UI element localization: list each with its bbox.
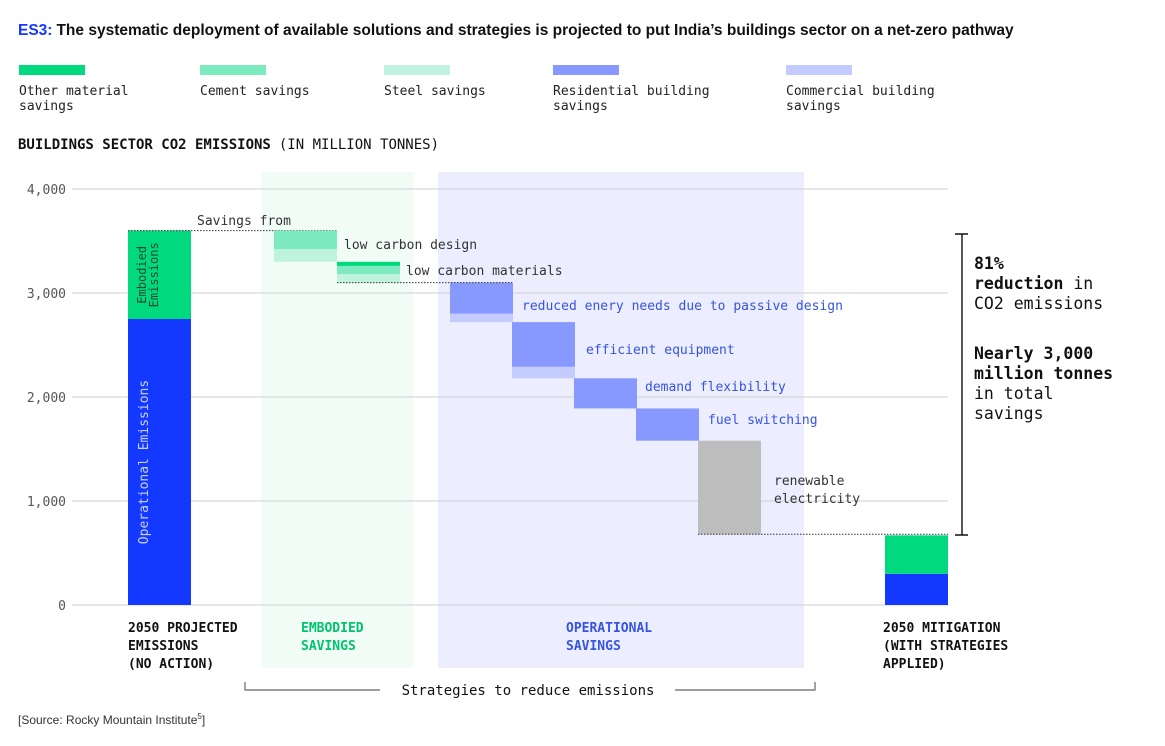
annotation-line: reduction in [974,274,1093,293]
strategies-label: Strategies to reduce emissions [402,683,655,699]
chart-title-unit: (IN MILLION TONNES) [279,137,439,153]
y-tick-label: 3,000 [27,287,66,302]
waterfall-step: renewable electricity [698,440,860,535]
waterfall-step: demand flexibility [574,378,786,409]
y-tick-label: 0 [58,599,66,614]
legend-label: Residential building [553,84,710,99]
waterfall-segment [512,322,575,367]
annotation-line: million tonnes [974,364,1113,383]
legend-label: Commercial building [786,84,935,99]
legend-swatch [553,65,619,75]
reduction-bracket [955,233,968,536]
strategies-bracket [244,682,816,691]
y-tick-label: 2,000 [27,391,66,406]
end-bar-segment [885,535,948,574]
x-axis-label: EMISSIONS [128,639,199,654]
x-axis-label: (WITH STRATEGIES [883,639,1008,654]
x-axis-label: SAVINGS [566,639,621,654]
end-bar-segment [885,573,948,605]
legend-swatch [786,65,852,75]
step-label: reduced enery needs due to passive desig… [522,299,843,314]
step-label: demand flexibility [645,380,786,395]
waterfall-segment [274,230,337,250]
x-axis-label: 2050 PROJECTED [128,621,238,636]
y-tick-label: 1,000 [27,495,66,510]
x-axis-label: 2050 MITIGATION [883,621,1001,636]
step-label: low carbon design [344,238,477,253]
annotation-line: Nearly 3,000 [974,344,1093,363]
step-label: electricity [774,492,860,507]
step-label: fuel switching [708,413,818,428]
x-axis-label: EMBODIED [301,621,364,636]
waterfall-step: fuel switching [636,408,818,441]
annotation-line: savings [974,404,1044,423]
annotation-text: CO2 emissions [974,294,1103,313]
title-code: ES3: [18,22,52,39]
annotation-line: CO2 emissions [974,294,1103,313]
embodied-emissions-label: Embodied [135,246,149,304]
title-text: The systematic deployment of available s… [56,22,1014,39]
annotation-line: 81% [974,254,1004,273]
waterfall-segment [698,440,761,535]
start-bar-segment [128,319,191,605]
start-bar-segment [128,230,191,319]
waterfall-segment [337,261,400,266]
y-tick-label: 4,000 [27,183,66,198]
page-title: ES3: The systematic deployment of availab… [18,22,1014,39]
step-label: low carbon materials [406,264,563,279]
source-close: ] [202,713,205,727]
waterfall-segment [512,366,575,379]
embodied-emissions-label: Emissions [147,242,161,307]
step-label: efficient equipment [586,343,735,358]
legend-item: Steel savings [384,65,486,99]
legend-label: Other material [19,84,129,99]
legend-label: savings [786,99,841,114]
operational-emissions-label: Operational Emissions [137,380,152,544]
waterfall-segment [636,408,699,441]
waterfall-segment [450,282,513,314]
x-axis-label: OPERATIONAL [566,621,652,636]
waterfall-segment [574,378,637,409]
chart-title: BUILDINGS SECTOR CO2 EMISSIONS (IN MILLIO… [18,137,439,153]
chart-title-main: BUILDINGS SECTOR CO2 EMISSIONS [18,137,271,153]
legend-label: Cement savings [200,84,310,99]
annotation-text: 81% [974,254,1004,273]
legend-swatch [19,65,85,75]
legend-label: savings [19,99,74,114]
x-axis-label: APPLIED) [883,657,946,672]
step-label: renewable [774,474,845,489]
legend-label: savings [553,99,608,114]
legend-item: Cement savings [200,65,310,99]
x-axis-label: SAVINGS [301,639,356,654]
waterfall-step: efficient equipment [512,322,735,379]
source-note: [Source: Rocky Mountain Institute5] [18,712,205,727]
waterfall-segment [337,265,400,275]
legend-label: Steel savings [384,84,486,99]
waterfall-step: low carbon materials [337,261,563,283]
annotation-text: reduction [974,274,1063,293]
annotation-line: in total [974,384,1053,403]
operational-savings-band [438,172,804,668]
savings-from-label: Savings from [197,214,291,229]
waterfall-segment [274,249,337,262]
source-text: [Source: Rocky Mountain Institute [18,713,198,727]
waterfall-step: reduced enery needs due to passive desig… [450,282,843,323]
legend-swatch [384,65,450,75]
legend-swatch [200,65,266,75]
waterfall-segment [450,313,513,323]
annotation-suffix: in [1063,274,1093,293]
x-axis-label: (NO ACTION) [128,657,214,672]
waterfall-step: low carbon design [274,230,477,262]
source-ref: 5 [197,712,202,721]
waterfall-segment [337,274,400,283]
